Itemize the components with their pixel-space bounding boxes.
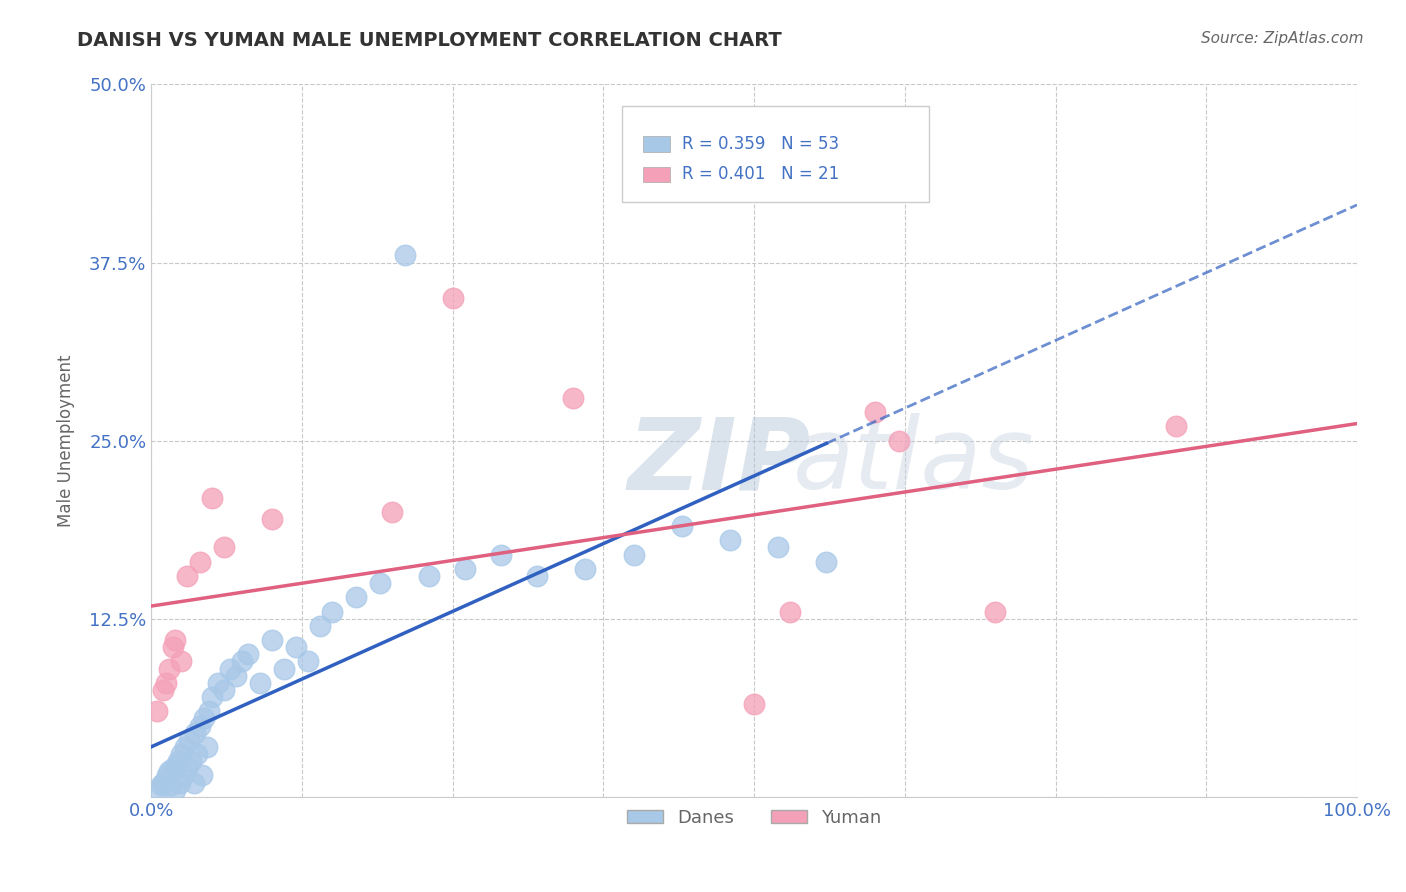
Point: [176, 569, 198, 583]
Point: [152, 682, 174, 697]
Point: [742, 697, 765, 711]
Point: [170, 747, 193, 761]
Point: [157, 662, 180, 676]
Text: R = 0.359   N = 53: R = 0.359 N = 53: [682, 135, 839, 153]
Point: [212, 682, 235, 697]
Point: [156, 768, 179, 782]
Point: [671, 519, 693, 533]
Point: [169, 775, 191, 789]
Point: [166, 758, 188, 772]
Point: [146, 704, 169, 718]
Point: [285, 640, 308, 655]
Point: [159, 778, 181, 792]
Y-axis label: Male Unemployment: Male Unemployment: [58, 354, 75, 527]
Text: ZIP: ZIP: [627, 414, 810, 510]
FancyBboxPatch shape: [621, 106, 929, 202]
Point: [166, 754, 188, 768]
Point: [183, 725, 205, 739]
Text: R = 0.401   N = 21: R = 0.401 N = 21: [682, 165, 839, 184]
Point: [718, 533, 741, 548]
Point: [381, 505, 404, 519]
Point: [177, 732, 200, 747]
Point: [155, 772, 177, 787]
Point: [260, 633, 283, 648]
Point: [170, 655, 193, 669]
Point: [236, 648, 259, 662]
Text: Source: ZipAtlas.com: Source: ZipAtlas.com: [1201, 31, 1364, 46]
Point: [149, 778, 172, 792]
Point: [191, 768, 214, 782]
Point: [152, 775, 174, 789]
Point: [526, 569, 548, 583]
Point: [200, 690, 222, 704]
Point: [887, 434, 910, 448]
Point: [146, 782, 169, 797]
FancyBboxPatch shape: [643, 167, 669, 182]
Point: [157, 764, 180, 779]
Point: [225, 668, 247, 682]
Point: [1166, 419, 1188, 434]
Text: atlas: atlas: [793, 414, 1035, 510]
Point: [309, 619, 332, 633]
Point: [489, 548, 512, 562]
Point: [370, 576, 392, 591]
Point: [249, 675, 271, 690]
Point: [165, 633, 187, 648]
Point: [623, 548, 645, 562]
Point: [183, 775, 205, 789]
Point: [231, 655, 253, 669]
Point: [188, 555, 211, 569]
Point: [815, 555, 838, 569]
Point: [188, 718, 211, 732]
Point: [344, 591, 367, 605]
Point: [198, 704, 221, 718]
Point: [984, 605, 1007, 619]
Point: [176, 761, 198, 775]
Point: [394, 248, 416, 262]
FancyBboxPatch shape: [643, 136, 669, 152]
Point: [273, 662, 295, 676]
Point: [562, 391, 585, 405]
Point: [162, 640, 184, 655]
Point: [165, 782, 187, 797]
Point: [454, 562, 477, 576]
Point: [441, 291, 464, 305]
Point: [218, 662, 240, 676]
Point: [768, 541, 790, 555]
Point: [186, 747, 208, 761]
Point: [200, 491, 222, 505]
Point: [574, 562, 596, 576]
Point: [779, 605, 801, 619]
Point: [321, 605, 343, 619]
Point: [162, 761, 184, 775]
Point: [207, 675, 229, 690]
Point: [418, 569, 440, 583]
Point: [155, 675, 177, 690]
Text: DANISH VS YUMAN MALE UNEMPLOYMENT CORRELATION CHART: DANISH VS YUMAN MALE UNEMPLOYMENT CORREL…: [77, 31, 782, 50]
Point: [260, 512, 283, 526]
Point: [193, 711, 215, 725]
Point: [173, 768, 195, 782]
Point: [297, 655, 319, 669]
Point: [212, 541, 235, 555]
Point: [195, 739, 218, 754]
Point: [174, 739, 197, 754]
Point: [863, 405, 886, 419]
Point: [180, 754, 202, 768]
Legend: Danes, Yuman: Danes, Yuman: [620, 802, 889, 834]
